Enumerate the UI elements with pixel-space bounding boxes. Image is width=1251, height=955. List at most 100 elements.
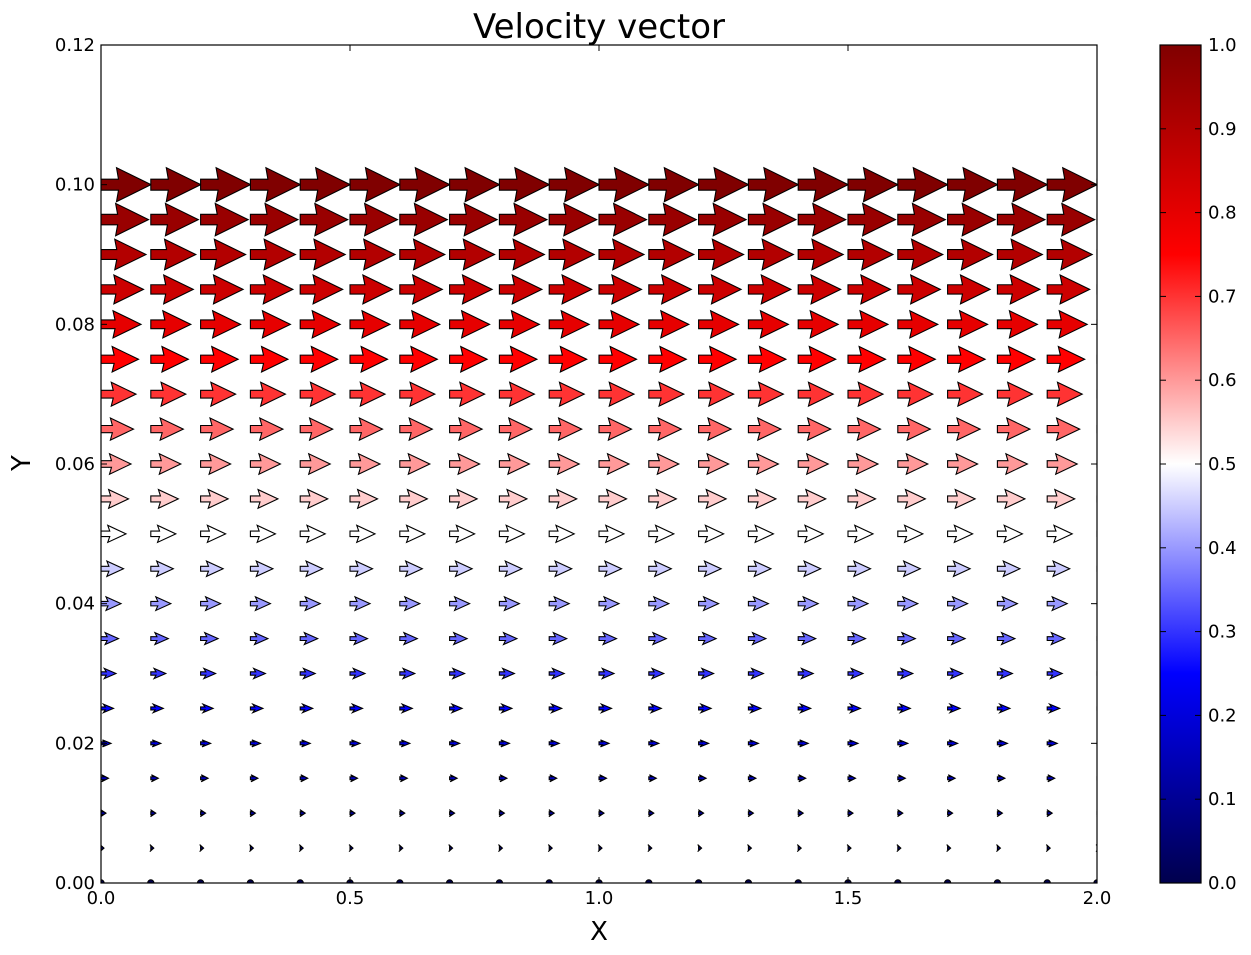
vector-arrow: [349, 739, 362, 748]
vector-arrow: [547, 844, 554, 852]
vector-arrow: [996, 667, 1014, 680]
vector-arrow: [1046, 595, 1069, 612]
vector-arrow: [747, 667, 765, 680]
vector-arrow: [1096, 741, 1097, 746]
vector-arrow: [698, 238, 745, 271]
vector-arrow: [647, 844, 653, 852]
vector-arrow: [698, 560, 723, 578]
vector-arrow: [698, 309, 740, 339]
vector-arrow: [299, 560, 325, 578]
vector-arrow: [797, 202, 847, 237]
vector-arrow: [847, 345, 887, 373]
vector-arrow: [1046, 309, 1089, 339]
vector-arrow: [996, 417, 1032, 442]
colorbar-tick-label: 0.2: [1208, 705, 1237, 726]
vector-arrow: [498, 809, 506, 818]
vector-arrow: [349, 809, 356, 818]
vector-arrow: [698, 166, 750, 203]
vector-arrow: [548, 381, 586, 408]
vector-arrow: [797, 631, 818, 646]
vector-arrow: [846, 844, 852, 852]
vector-arrow: [947, 739, 960, 748]
vector-arrow: [299, 273, 344, 305]
vector-arrow: [349, 524, 377, 544]
vector-arrow: [747, 702, 763, 714]
vector-arrow: [747, 381, 785, 408]
vector-arrow: [150, 667, 168, 680]
vector-arrow: [249, 774, 260, 783]
vector-arrow: [498, 524, 526, 544]
vector-arrow: [548, 595, 571, 612]
vector-arrow: [399, 739, 412, 748]
vector-arrow: [698, 202, 748, 237]
vector-arrow: [747, 488, 778, 510]
vector-arrow: [150, 595, 173, 612]
vector-arrow: [747, 452, 780, 476]
vector-arrow: [498, 774, 509, 783]
vector-arrow: [1096, 284, 1097, 295]
vector-arrow: [598, 345, 638, 373]
vector-arrow: [897, 560, 922, 578]
vector-arrow: [548, 560, 574, 578]
vector-arrow: [947, 345, 987, 373]
vector-arrow: [946, 844, 952, 852]
vector-arrow: [797, 273, 842, 305]
vector-arrow: [797, 560, 823, 578]
vector-arrow: [598, 631, 618, 646]
vector-arrow: [747, 417, 783, 442]
vector-arrow: [996, 238, 1044, 271]
vector-arrow: [399, 309, 442, 339]
vector-arrow: [498, 667, 516, 680]
vector-arrow: [349, 202, 399, 237]
vector-arrow: [747, 202, 798, 237]
vector-arrow: [648, 524, 676, 544]
vector-arrow: [847, 202, 897, 237]
vector-arrow: [399, 381, 437, 408]
vector-arrow: [150, 631, 170, 646]
vector-arrow: [448, 809, 456, 818]
colorbar-tick-label: 0.4: [1208, 538, 1237, 559]
vector-arrow: [299, 202, 349, 237]
vector-arrow: [897, 809, 904, 818]
vector-arrow: [249, 524, 277, 544]
vector-arrow: [399, 560, 424, 578]
vector-arrow: [847, 702, 862, 714]
vector-arrow: [498, 739, 511, 748]
y-tick-label: 0.04: [55, 594, 95, 615]
vector-arrow: [349, 166, 402, 203]
vector-arrow: [996, 452, 1029, 476]
vector-arrow: [150, 238, 198, 271]
vector-arrow: [200, 309, 242, 339]
vector-arrow: [698, 381, 735, 408]
y-tick-label: 0.06: [55, 454, 95, 475]
vector-arrow: [249, 595, 272, 612]
vector-arrow: [199, 844, 205, 852]
vector-arrow: [1096, 354, 1097, 364]
vector-arrow: [747, 273, 793, 305]
vector-arrow: [150, 774, 160, 783]
vector-arrow: [399, 702, 414, 714]
vector-arrow: [797, 739, 810, 748]
vector-arrow: [299, 667, 317, 680]
vector-arrow: [598, 309, 641, 339]
vector-arrow: [1096, 249, 1097, 260]
vector-arrow: [150, 381, 188, 408]
vector-arrow: [648, 309, 691, 339]
vector-arrow: [150, 488, 180, 510]
vector-arrow: [249, 844, 255, 852]
vector-arrow: [747, 560, 773, 578]
vector-arrow: [399, 452, 432, 476]
vector-arrow: [1046, 774, 1056, 783]
vector-arrow: [1096, 530, 1097, 538]
y-tick-label: 0.02: [55, 733, 95, 754]
vector-arrow: [449, 774, 459, 783]
vector-arrow: [1046, 739, 1059, 748]
vector-arrow: [449, 273, 494, 305]
vector-arrow: [598, 202, 648, 237]
vector-arrow: [797, 774, 807, 783]
vector-arrow: [648, 202, 698, 237]
vector-arrow: [299, 595, 322, 612]
x-tick-label: 1.0: [585, 888, 614, 909]
vector-arrow: [399, 345, 439, 373]
